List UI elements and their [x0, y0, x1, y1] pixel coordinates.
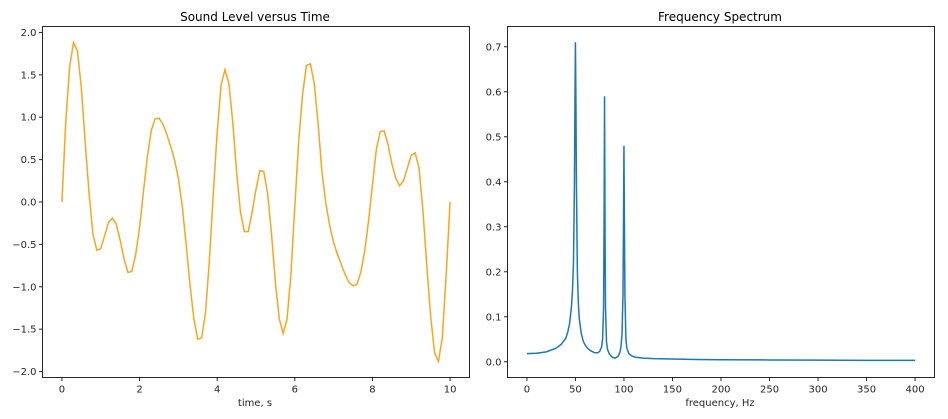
x-tick-label: 400: [906, 385, 925, 396]
x-tick-label: 250: [760, 385, 779, 396]
x-tick-label: 150: [663, 385, 682, 396]
left-x-axis-ticks: 0 2 4 6 8 10: [59, 377, 457, 396]
x-tick-label: 2: [136, 385, 142, 396]
x-tick-label: 4: [214, 385, 220, 396]
x-tick-label: 350: [857, 385, 876, 396]
y-tick-label: 0.0: [486, 357, 502, 368]
right-x-axis-ticks: 0 50 100 150 200 250 300 350 400: [524, 377, 925, 396]
y-tick-label: −1.5: [12, 325, 36, 336]
y-tick-label: −1.0: [12, 282, 36, 293]
y-tick-label: 1.5: [21, 70, 37, 81]
right-y-axis-ticks: 0.0 0.1 0.2 0.3 0.4 0.5 0.6 0.7: [486, 42, 508, 368]
x-tick-label: 8: [369, 385, 375, 396]
left-x-axis-label: time, s: [238, 398, 272, 409]
y-tick-label: 1.0: [21, 113, 37, 124]
y-tick-label: 0.5: [486, 132, 502, 143]
x-tick-label: 100: [614, 385, 633, 396]
right-x-axis-label: frequency, Hz: [685, 398, 754, 409]
y-tick-label: 0.4: [486, 177, 502, 188]
sound-level-plot: Sound Level versus Time −2.0 −1.5 −1.0 −0.5…: [12, 10, 470, 409]
x-tick-label: 6: [292, 385, 298, 396]
y-tick-label: 0.7: [486, 42, 502, 53]
sound-level-line: [61, 40, 451, 364]
y-tick-label: 0.6: [486, 87, 502, 98]
left-plot-title: Sound Level versus Time: [180, 10, 330, 24]
left-axes-frame: [42, 26, 470, 378]
y-tick-label: 0.0: [21, 198, 37, 209]
y-tick-label: −0.5: [12, 240, 36, 251]
right-axes-frame: [507, 26, 935, 378]
spectrum-line: [526, 42, 916, 362]
left-y-axis-ticks: −2.0 −1.5 −1.0 −0.5 0.0 0.5 1.0 1.5 2.0: [12, 28, 43, 378]
y-tick-label: −2.0: [12, 367, 36, 378]
x-tick-label: 10: [444, 385, 457, 396]
x-tick-label: 300: [808, 385, 827, 396]
x-tick-label: 50: [569, 385, 582, 396]
x-tick-label: 200: [711, 385, 730, 396]
y-tick-label: 0.1: [486, 312, 502, 323]
frequency-spectrum-plot: Frequency Spectrum 0.0 0.1 0.2 0.3 0.4 0.5 0.6…: [486, 10, 935, 409]
y-tick-label: 0.2: [486, 267, 502, 278]
y-tick-label: 0.5: [21, 155, 37, 166]
x-tick-label: 0: [524, 385, 530, 396]
x-tick-label: 0: [59, 385, 65, 396]
right-plot-title: Frequency Spectrum: [658, 10, 782, 24]
y-tick-label: 0.3: [486, 222, 502, 233]
y-tick-label: 2.0: [21, 28, 37, 39]
